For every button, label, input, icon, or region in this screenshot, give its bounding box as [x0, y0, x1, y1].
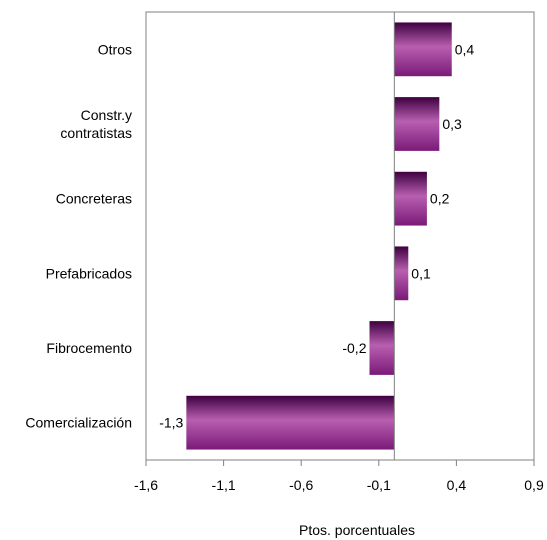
- x-axis-title: Ptos. porcentuales: [299, 522, 415, 538]
- x-tick-label: 0,4: [447, 477, 467, 493]
- value-label: -0,2: [342, 340, 366, 356]
- value-label: -1,3: [159, 415, 183, 431]
- value-labels: 0,4 0,3 0,2 0,1 -0,2 -1,3: [159, 41, 474, 430]
- category-label: Constr.y contratistas: [60, 107, 132, 141]
- category-labels: Otros Constr.y contratistas Concreteras Pref…: [25, 41, 132, 430]
- bar: [369, 321, 395, 375]
- category-label: Otros: [98, 41, 132, 57]
- value-label: 0,1: [411, 265, 431, 281]
- category-label: Comercialización: [25, 415, 132, 431]
- x-tick-label: 0,9: [524, 477, 544, 493]
- x-tick-label: -1,6: [134, 477, 158, 493]
- bar: [186, 395, 395, 450]
- category-label: Concreteras: [56, 191, 132, 207]
- value-label: 0,3: [442, 116, 462, 132]
- plot-area: [145, 11, 535, 461]
- value-label: 0,4: [455, 41, 475, 57]
- x-tick-label: -1,1: [212, 477, 236, 493]
- bars: [186, 22, 452, 450]
- bar: [394, 97, 440, 151]
- category-label: Fibrocemento: [46, 340, 132, 356]
- bar: [394, 171, 427, 226]
- category-label: Prefabricados: [46, 265, 132, 281]
- x-axis-ticks: -1,6 -1,1 -0,6 -0,1 0,4 0,9: [134, 460, 544, 493]
- bar: [394, 22, 452, 77]
- x-tick-label: -0,6: [289, 477, 313, 493]
- value-label: 0,2: [430, 191, 450, 207]
- x-tick-label: -0,1: [367, 477, 391, 493]
- bar: [394, 246, 409, 301]
